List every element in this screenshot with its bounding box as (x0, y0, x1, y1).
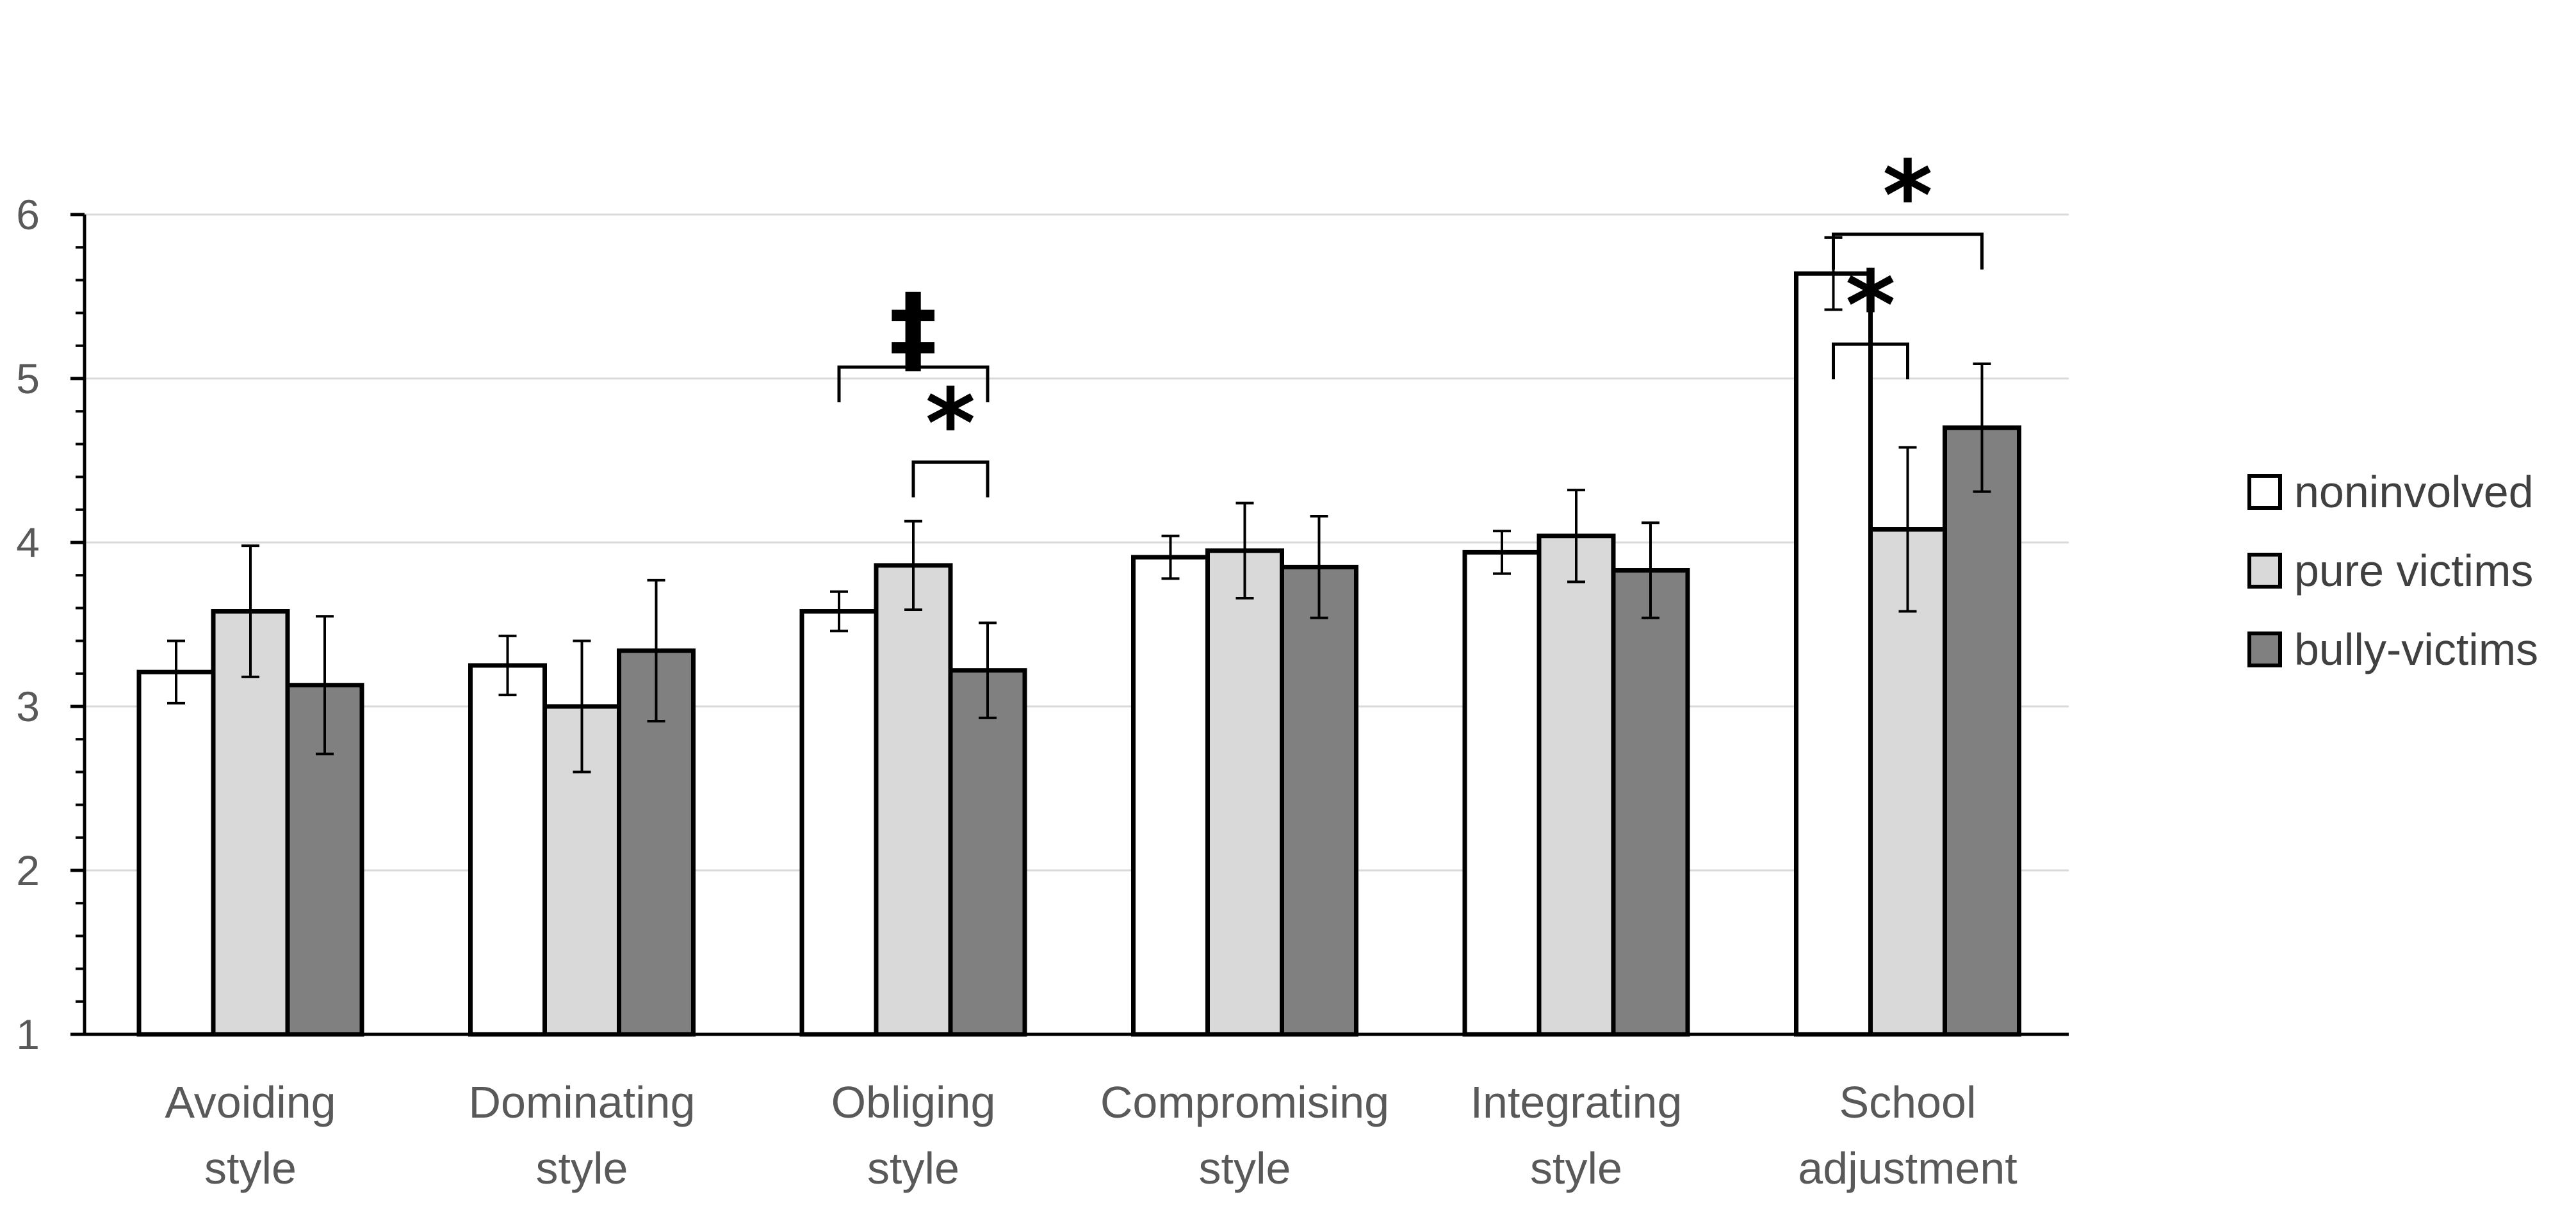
bar (1205, 548, 1284, 1037)
significance-marker: * (1882, 141, 1932, 252)
legend-swatch (2247, 474, 2282, 510)
category-label: adjustment (1798, 1143, 2017, 1193)
significance-bracket (911, 460, 990, 498)
y-tick-label: 1 (16, 1011, 40, 1058)
bar (1131, 555, 1210, 1037)
bar (948, 668, 1027, 1037)
axis-labels: 1 2 3 4 5 6 Avoiding style Dominating style Obligi… (16, 191, 2017, 1193)
y-tick-label: 5 (16, 355, 40, 402)
significance-annotations: ‡*** (837, 141, 1984, 498)
legend: noninvolved pure victims bully-victims (2247, 467, 2538, 674)
legend-swatch (2247, 553, 2282, 589)
category-label: School (1839, 1077, 1976, 1127)
bar (1537, 534, 1616, 1037)
bar (468, 663, 547, 1037)
legend-label: pure victims (2294, 546, 2533, 596)
bar (874, 563, 953, 1037)
bar (799, 609, 879, 1037)
category-label: Avoiding (165, 1077, 336, 1127)
bar (1462, 550, 1542, 1037)
significance-bracket (1832, 232, 1984, 270)
significance-bracket (1832, 342, 1909, 380)
y-tick-label: 3 (16, 683, 40, 730)
significance-marker: * (1845, 250, 1895, 362)
bars (136, 271, 2021, 1037)
legend-label: noninvolved (2294, 467, 2534, 517)
y-tick-label: 2 (16, 847, 40, 894)
category-label: Obliging (831, 1077, 996, 1127)
axes (70, 213, 2069, 1036)
error-bars (167, 236, 1991, 774)
significance-marker: ‡ (890, 273, 938, 385)
y-tick-label: 4 (16, 519, 40, 566)
legend-label: bully-victims (2294, 624, 2538, 674)
category-label: style (1530, 1143, 1622, 1193)
bar (136, 669, 216, 1037)
category-label: Compromising (1100, 1077, 1389, 1127)
bar (1943, 425, 2021, 1037)
category-label: style (536, 1143, 628, 1193)
category-label: style (1199, 1143, 1291, 1193)
legend-swatch (2247, 632, 2282, 667)
category-label: Dominating (468, 1077, 695, 1127)
category-label: Integrating (1471, 1077, 1683, 1127)
significance-bracket (837, 365, 990, 403)
bar (1611, 568, 1690, 1037)
gridlines (85, 213, 2069, 872)
category-label: style (204, 1143, 297, 1193)
significance-marker: * (925, 369, 975, 480)
category-label: style (867, 1143, 959, 1193)
bar (1280, 564, 1358, 1037)
y-tick-label: 6 (16, 191, 40, 238)
bar (1794, 271, 1873, 1037)
